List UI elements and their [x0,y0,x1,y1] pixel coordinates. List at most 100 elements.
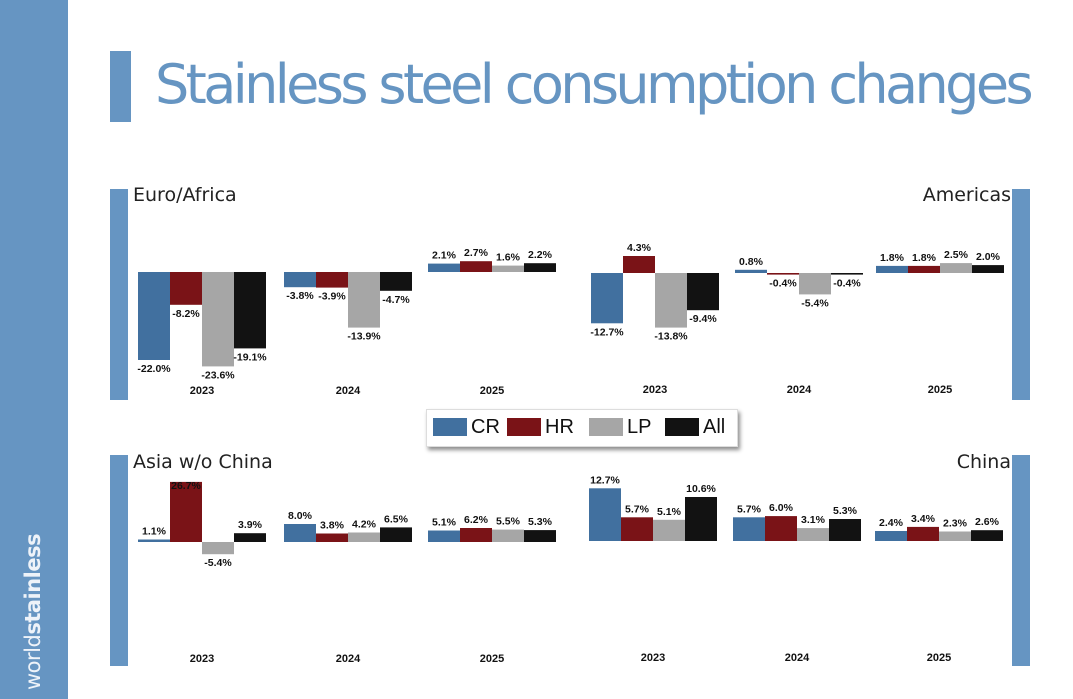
bar-asia-w-o-china-2024-cr [284,524,316,542]
bar-americas-2024-all [831,273,863,275]
panel-accent-bar-china [1012,455,1030,666]
value-label-euro-africa-2024-cr: -3.8% [286,290,314,302]
panel-accent-bar-asia [110,455,128,666]
year-label-china-2025: 2025 [927,652,951,664]
value-label-asia-w-o-china-2023-lp: -5.4% [204,557,232,569]
value-label-asia-w-o-china-2023-hr: 26.7% [171,480,201,492]
value-label-china-2025-hr: 3.4% [911,513,936,525]
value-label-asia-w-o-china-2025-hr: 6.2% [464,514,489,526]
year-label-euro-africa-2024: 2024 [336,385,361,397]
bar-china-2025-cr [875,531,907,541]
bar-euro-africa-2023-hr [170,272,202,305]
panel-title-euro-africa: Euro/Africa [133,184,237,206]
value-label-euro-africa-2025-all: 2.2% [528,249,553,261]
legend: CR HR LP All [426,409,738,447]
bar-americas-2024-cr [735,269,767,273]
bar-china-2025-hr [907,526,939,541]
bar-asia-w-o-china-2023-all [234,533,266,542]
value-label-euro-africa-2024-hr: -3.9% [318,291,346,303]
value-label-asia-w-o-china-2023-all: 3.9% [238,519,263,531]
value-label-china-2025-lp: 2.3% [943,518,968,530]
bar-asia-w-o-china-2023-hr [170,481,202,542]
bar-americas-2023-hr [623,256,655,273]
value-label-americas-2023-hr: 4.3% [627,242,652,254]
value-label-china-2023-all: 10.6% [686,483,716,495]
value-label-euro-africa-2025-cr: 2.1% [432,250,457,262]
value-label-china-2023-lp: 5.1% [657,506,682,518]
value-label-euro-africa-2025-lp: 1.6% [496,252,521,264]
value-label-euro-africa-2024-lp: -13.9% [347,331,381,343]
value-label-americas-2023-cr: -12.7% [590,326,624,338]
bar-americas-2023-lp [655,273,687,328]
bar-china-2024-lp [797,528,829,541]
panel-title-americas: Americas [922,184,1011,206]
bar-china-2023-all [685,497,717,541]
year-label-americas-2023: 2023 [643,384,667,396]
value-label-euro-africa-2024-all: -4.7% [382,294,410,306]
value-label-china-2024-lp: 3.1% [801,514,826,526]
bar-china-2024-hr [765,516,797,541]
bar-asia-w-o-china-2025-all [524,530,556,542]
value-label-asia-w-o-china-2025-lp: 5.5% [496,516,521,528]
value-label-americas-2025-cr: 1.8% [880,252,905,264]
value-label-americas-2023-lp: -13.8% [654,331,688,343]
year-label-euro-africa-2025: 2025 [480,385,504,397]
year-label-china-2023: 2023 [641,652,665,664]
sidebar-stripe: worldstainless [0,0,68,699]
bar-asia-w-o-china-2024-hr [316,533,348,542]
panel-accent-bar-euro-africa [110,189,128,400]
value-label-china-2024-all: 5.3% [833,505,858,517]
bar-americas-2023-cr [591,273,623,324]
page-title: Stainless steel consumption changes [155,53,1034,116]
bar-euro-africa-2023-all [234,272,266,349]
legend-label-lp: LP [627,416,652,438]
bar-asia-w-o-china-2023-lp [202,542,234,555]
bar-asia-w-o-china-2025-lp [492,529,524,542]
legend-label-all: All [703,416,726,438]
bar-euro-africa-2025-lp [492,265,524,272]
value-label-asia-w-o-china-2024-cr: 8.0% [288,510,313,522]
value-label-euro-africa-2023-cr: -22.0% [137,363,171,375]
bar-euro-africa-2025-all [524,263,556,272]
value-label-asia-w-o-china-2024-all: 6.5% [384,513,409,525]
legend-swatch-hr [507,418,541,436]
bar-euro-africa-2024-cr [284,272,316,288]
bar-americas-2025-lp [940,263,972,273]
bar-euro-africa-2025-cr [428,263,460,272]
value-label-asia-w-o-china-2023-cr: 1.1% [142,526,167,538]
bar-euro-africa-2025-hr [460,261,492,272]
value-label-asia-w-o-china-2025-all: 5.3% [528,516,553,528]
value-label-americas-2023-all: -9.4% [689,313,717,325]
year-label-asia-w-o-china-2024: 2024 [336,653,361,665]
bar-asia-w-o-china-2024-all [380,527,412,542]
value-label-americas-2024-all: -0.4% [833,278,861,290]
value-label-euro-africa-2023-all: -19.1% [233,351,267,363]
bar-americas-2023-all [687,273,719,311]
bar-americas-2024-lp [799,273,831,295]
value-label-asia-w-o-china-2025-cr: 5.1% [432,517,457,529]
bar-euro-africa-2024-hr [316,272,348,288]
year-label-asia-w-o-china-2025: 2025 [480,653,504,665]
panel-accent-bar-americas [1012,189,1030,400]
value-label-americas-2024-cr: 0.8% [739,256,764,268]
value-label-americas-2025-all: 2.0% [976,251,1001,263]
bar-americas-2025-cr [876,265,908,273]
bar-euro-africa-2024-all [380,272,412,291]
value-label-china-2023-hr: 5.7% [625,503,650,515]
bar-americas-2025-hr [908,265,940,273]
year-label-americas-2025: 2025 [928,384,952,396]
value-label-china-2024-hr: 6.0% [769,502,794,514]
year-label-china-2024: 2024 [785,652,810,664]
bar-china-2025-all [971,530,1003,541]
value-label-euro-africa-2025-hr: 2.7% [464,247,489,259]
bar-asia-w-o-china-2023-cr [138,539,170,542]
legend-swatch-all [665,418,699,436]
bar-china-2023-lp [653,519,685,541]
legend-swatch-lp [589,418,623,436]
bar-asia-w-o-china-2025-cr [428,530,460,542]
value-label-americas-2024-lp: -5.4% [801,297,829,309]
value-label-asia-w-o-china-2024-lp: 4.2% [352,519,377,531]
value-label-china-2023-cr: 12.7% [590,474,620,486]
bar-china-2024-all [829,519,861,541]
